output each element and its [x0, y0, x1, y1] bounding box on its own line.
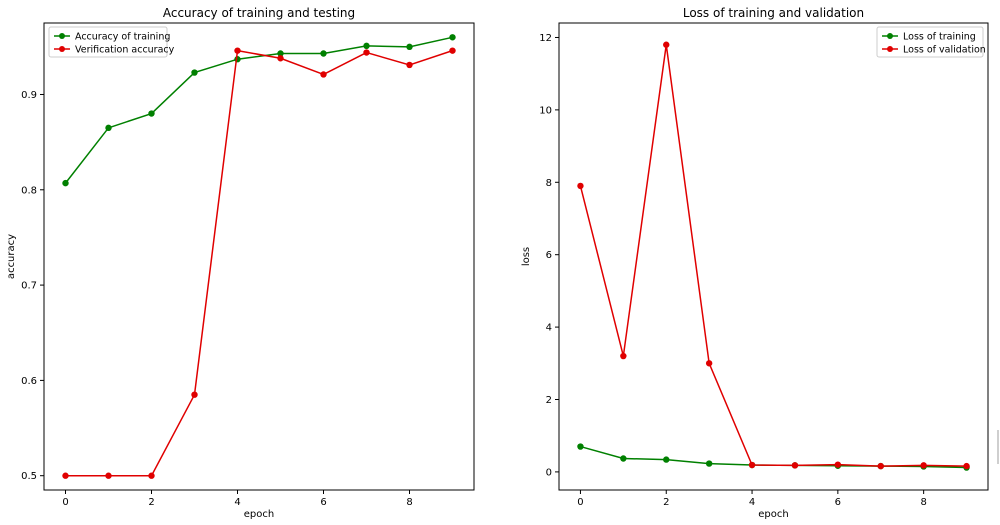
legend-swatch-marker [59, 46, 65, 52]
y-tick-label: 12 [539, 33, 552, 44]
data-point [148, 472, 155, 479]
data-point [191, 69, 198, 76]
data-point [620, 455, 627, 462]
data-point [234, 56, 241, 63]
chart-1: Accuracy of training and testing 0 2 4 6 8 0.5… [6, 6, 475, 520]
y-axis-label: loss [521, 247, 532, 266]
data-point [449, 47, 456, 54]
data-point [62, 179, 69, 187]
data-point [320, 71, 327, 78]
y-tick-label: 0 [546, 467, 552, 478]
legend [48, 26, 168, 58]
data-point [363, 42, 370, 50]
y-tick-label: 10 [539, 105, 552, 116]
series-line-2 [579, 44, 967, 467]
data-point [620, 352, 627, 360]
x-tick-label: 6 [320, 497, 326, 508]
data-point [320, 50, 327, 57]
legend-label: Verification accuracy [75, 45, 175, 56]
chart-2: Loss of training and validation 0 2 4 6 8 0 2 4 6… [521, 6, 989, 520]
data-point [363, 49, 370, 56]
data-point [191, 391, 198, 398]
data-point [577, 182, 584, 190]
series-line-1 [64, 36, 453, 184]
legend-swatch-marker [887, 33, 893, 39]
data-point [449, 34, 456, 41]
data-point [748, 461, 756, 469]
legend [876, 26, 984, 58]
data-point [663, 41, 670, 48]
x-tick-label: 6 [835, 497, 841, 508]
plot-frame [43, 22, 475, 491]
data-point [834, 461, 842, 468]
data-point [920, 462, 927, 469]
chart-title: Accuracy of training and testing [163, 6, 355, 20]
y-tick-label: 0.9 [21, 90, 37, 101]
x-tick-label: 4 [234, 497, 240, 508]
x-tick-label: 2 [663, 497, 669, 508]
edge-marker [997, 430, 999, 464]
series-line-1 [580, 445, 967, 469]
y-tick-label: 4 [546, 323, 552, 334]
y-tick-label: 2 [546, 395, 552, 406]
y-tick-label: 0.8 [21, 185, 37, 196]
data-point [406, 43, 413, 51]
legend-label: Loss of training [903, 32, 976, 43]
y-tick-label: 8 [546, 178, 552, 189]
data-point [791, 462, 799, 469]
data-point [62, 472, 69, 479]
data-point [406, 61, 413, 69]
x-tick-label: 4 [749, 497, 755, 508]
legend-label: Loss of validation [903, 45, 986, 56]
data-point [105, 472, 112, 479]
data-point [577, 443, 584, 450]
y-tick-label: 6 [546, 250, 552, 261]
x-axis-label: epoch [244, 509, 274, 520]
data-point [963, 462, 970, 470]
data-point [663, 456, 670, 463]
data-point [705, 460, 713, 467]
data-point [105, 124, 112, 132]
chart-title: Loss of training and validation [683, 6, 864, 20]
x-tick-label: 0 [577, 497, 583, 508]
data-point [277, 55, 284, 62]
legend-swatch-marker [59, 33, 65, 39]
data-point [277, 50, 284, 57]
y-tick-label: 0.6 [21, 376, 37, 387]
x-tick-label: 8 [406, 497, 412, 508]
data-point [234, 47, 241, 54]
series-line-2 [65, 49, 453, 477]
x-tick-label: 8 [920, 497, 926, 508]
x-axis-label: epoch [758, 509, 788, 520]
x-tick-label: 0 [62, 497, 68, 508]
y-axis-label: accuracy [6, 234, 17, 279]
y-tick-label: 0.7 [21, 281, 37, 292]
legend-label: Accuracy of training [75, 32, 170, 43]
data-point [148, 110, 155, 117]
data-point [877, 462, 884, 470]
x-tick-label: 2 [148, 497, 154, 508]
y-tick-label: 0.5 [21, 471, 37, 482]
data-point [705, 360, 713, 367]
plot-frame [558, 22, 989, 491]
legend-swatch-marker [887, 46, 893, 52]
